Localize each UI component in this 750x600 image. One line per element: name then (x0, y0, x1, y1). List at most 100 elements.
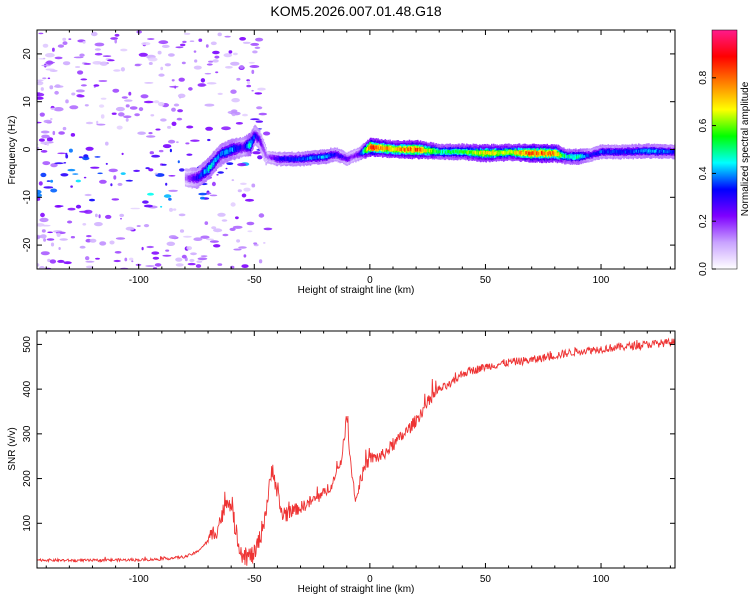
spectrogram-noise-cell (49, 259, 57, 264)
spectrogram-noise-cell (130, 207, 141, 210)
spectrogram-ridge-cell (306, 156, 308, 160)
spectrogram-noise-cell (222, 233, 229, 237)
spectrogram-ridge-cell (240, 145, 242, 150)
spectrogram-ridge-cell (404, 148, 406, 152)
spectrogram-ridge-cell (572, 154, 574, 158)
spectrogram-ridge-cell (632, 150, 634, 154)
spectrogram-y-tick-label: -10 (22, 190, 33, 205)
spectrogram-ridge-cell (189, 176, 192, 181)
spectrogram-ridge-cell (229, 147, 231, 152)
spectrogram-ridge-cell (276, 158, 278, 161)
spectrogram-ridge-cell (417, 148, 420, 152)
spectrogram-noise-cell (107, 59, 115, 62)
spectrogram-ridge-cell (436, 150, 438, 154)
spectrogram-noise-cell (162, 254, 172, 257)
spectrogram-ridge-cell (228, 149, 230, 154)
spectrogram-ridge-cell (491, 150, 494, 155)
spectrogram-noise-cell (59, 238, 68, 241)
spectrogram-ridge-cell (511, 150, 513, 154)
spectrogram-noise-cell (200, 196, 205, 200)
snr-y-tick-label: 100 (22, 515, 33, 532)
spectrogram-ridge-cell (626, 150, 629, 154)
spectrogram-noise-cell (120, 217, 122, 220)
spectrogram-ridge-cell (468, 150, 471, 154)
spectrogram-noise-cell (57, 44, 64, 48)
spectrogram-ridge-cell (501, 150, 503, 154)
spectrogram-noise-cell (143, 204, 153, 208)
spectrogram-ridge-cell (488, 151, 490, 155)
spectrogram-noise-cell (158, 102, 165, 107)
spectrogram-ridge-cell (527, 150, 529, 155)
spectrogram-noise-cell (113, 69, 121, 72)
spectrogram-ridge-cell (264, 152, 266, 156)
spectrogram-noise-cell (125, 226, 135, 231)
spectrogram-y-tick-label: 0 (22, 146, 33, 152)
spectrogram-noise-cell (123, 115, 132, 119)
spectrogram-x-ticks: -100 -50 0 50 100 (45, 30, 671, 286)
spectrogram-ridge-cell (345, 157, 348, 161)
spectrogram-ridge-cell (205, 168, 207, 173)
spectrogram-ridge-cell (623, 150, 625, 153)
spectrogram-ridge-cell (601, 150, 603, 154)
spectrogram-noise-cell (242, 41, 251, 44)
spectrogram-ridge-cell (416, 148, 418, 152)
spectrogram-noise-cell (131, 260, 134, 263)
spectrogram-noise-cell (37, 79, 44, 82)
spectrogram-noise-cell (205, 126, 214, 131)
spectrogram-ridge-cell (487, 150, 489, 155)
spectrogram-ridge-cell (237, 146, 240, 151)
spectrogram-ridge-cell (471, 150, 474, 154)
spectrogram-noise-cell (125, 104, 130, 108)
spectrogram-noise-cell (179, 43, 186, 47)
spectrogram-ridge-cell (329, 154, 331, 158)
spectrogram-ridge-cell (349, 156, 352, 159)
spectrogram-ridge-cell (185, 176, 188, 180)
spectrogram-noise-cell (79, 245, 86, 249)
spectrogram-ridge-cell (309, 156, 312, 159)
spectrogram-ridge-cell (411, 148, 413, 152)
spectrogram-ridge-cell (184, 176, 187, 181)
spectrogram-ridge-cell (384, 146, 387, 151)
spectrogram-noise-cell (246, 80, 251, 85)
spectrogram-ridge-cell (610, 151, 612, 154)
spectrogram-ridge-cell (625, 150, 627, 154)
spectrogram-ridge-cell (246, 144, 249, 149)
spectrogram-ridge-cell (483, 151, 486, 155)
spectrogram-ridge-cell (560, 153, 562, 158)
spectrogram-noise-cell (163, 194, 172, 198)
spectrogram-ridge-cell (298, 157, 301, 160)
spectrogram-ridge-cell (382, 146, 385, 150)
spectrogram-ridge-cell (455, 149, 458, 153)
spectrogram-noise-cell (238, 246, 247, 249)
spectrogram-ridge-cell (232, 147, 234, 152)
spectrogram-ridge-cell (641, 149, 644, 152)
spectrogram-ridge-cell (643, 149, 646, 152)
spectrogram-noise-cell (231, 113, 236, 117)
spectrogram-noise-cell (56, 232, 61, 237)
spectrogram-ridge-cell (396, 147, 399, 151)
spectrogram-ridge-cell (188, 177, 191, 181)
spectrogram-ridge-cell (421, 148, 424, 152)
spectrogram-ridge-cell (221, 150, 224, 155)
spectrogram-ridge-cell (310, 157, 313, 160)
spectrogram-ridge-cell (323, 155, 326, 159)
spectrogram-noise-cell (181, 254, 187, 259)
spectrogram-ridge-cell (351, 155, 353, 158)
spectrogram-ridge-cell (294, 157, 296, 161)
spectrogram-ridge-cell (652, 149, 655, 153)
spectrogram-noise-cell (212, 59, 219, 63)
spectrogram-noise-cell (99, 241, 107, 246)
spectrogram-ridge-cell (196, 175, 199, 180)
spectrogram-noise-cell (246, 79, 250, 82)
spectrogram-ridge-cell (520, 150, 523, 155)
spectrogram-noise-cell (241, 193, 247, 198)
spectrogram-ridge-cell (198, 174, 201, 179)
spectrogram-ridge-cell (472, 151, 475, 155)
spectrogram-noise-cell (50, 242, 55, 247)
spectrogram-ridge-cell (425, 149, 427, 153)
spectrogram-ridge-cell (319, 156, 321, 159)
spectrogram-ridge-cell (638, 150, 641, 153)
spectrogram-ridge-cell (343, 156, 346, 160)
spectrogram-noise-cell (206, 238, 214, 241)
